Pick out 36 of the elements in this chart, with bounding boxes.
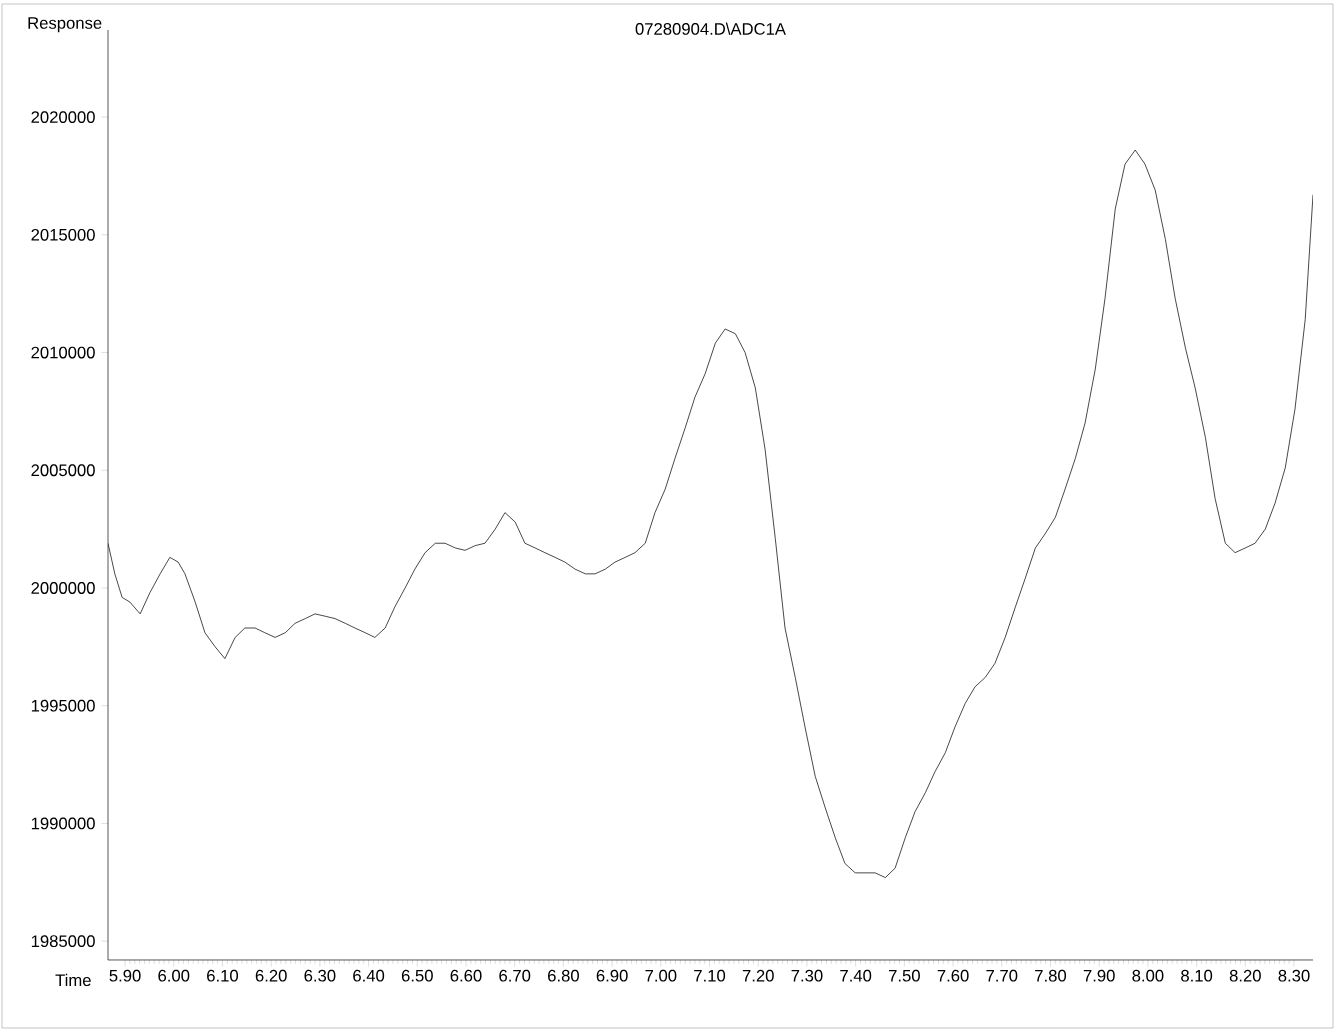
y-tick-label: 2005000 — [31, 464, 95, 477]
y-tick-label: 1985000 — [31, 935, 95, 948]
y-tick-label: 2020000 — [31, 111, 95, 123]
x-tick-label: 7.50 — [889, 969, 920, 982]
x-tick-label: 6.70 — [499, 969, 531, 982]
x-tick-label: 8.20 — [1229, 969, 1261, 982]
x-tick-label: 6.90 — [596, 969, 628, 982]
x-tick-label: 7.70 — [986, 969, 1018, 982]
x-tick-label: 5.90 — [109, 969, 141, 982]
x-axis-title: Time — [55, 973, 91, 987]
y-tick-label: 2010000 — [31, 346, 95, 359]
x-tick-label: 8.10 — [1181, 969, 1213, 982]
x-tick-label: 6.40 — [353, 969, 385, 982]
x-tick-label: 6.80 — [548, 969, 579, 982]
x-tick-label: 6.50 — [401, 969, 433, 982]
y-axis-title: Response — [28, 17, 102, 33]
x-tick-label: 7.60 — [937, 969, 969, 982]
x-tick-label: 7.80 — [1035, 969, 1067, 982]
x-tick-label: 7.20 — [742, 969, 774, 982]
x-tick-label: 8.30 — [1278, 969, 1310, 982]
x-tick-label: 8.00 — [1132, 969, 1164, 982]
y-tick-label: 1990000 — [31, 817, 95, 830]
x-tick-label: 6.30 — [304, 969, 336, 982]
chart-title: 07280904.D\ADC1A — [635, 22, 786, 35]
x-tick-label: 6.10 — [207, 969, 239, 982]
x-tick-label: 6.60 — [450, 969, 482, 982]
y-tick-label: 2000000 — [31, 582, 95, 594]
x-tick-label: 7.90 — [1083, 969, 1115, 982]
x-tick-label: 7.40 — [840, 969, 872, 982]
x-tick-label: 7.10 — [694, 969, 726, 982]
y-tick-label: 1995000 — [31, 699, 95, 712]
x-tick-label: 6.20 — [255, 969, 287, 982]
y-tick-label: 2015000 — [31, 228, 95, 241]
x-tick-label: 7.30 — [791, 969, 823, 982]
x-tick-label: 7.00 — [645, 969, 677, 982]
x-tick-label: 6.00 — [158, 969, 190, 982]
